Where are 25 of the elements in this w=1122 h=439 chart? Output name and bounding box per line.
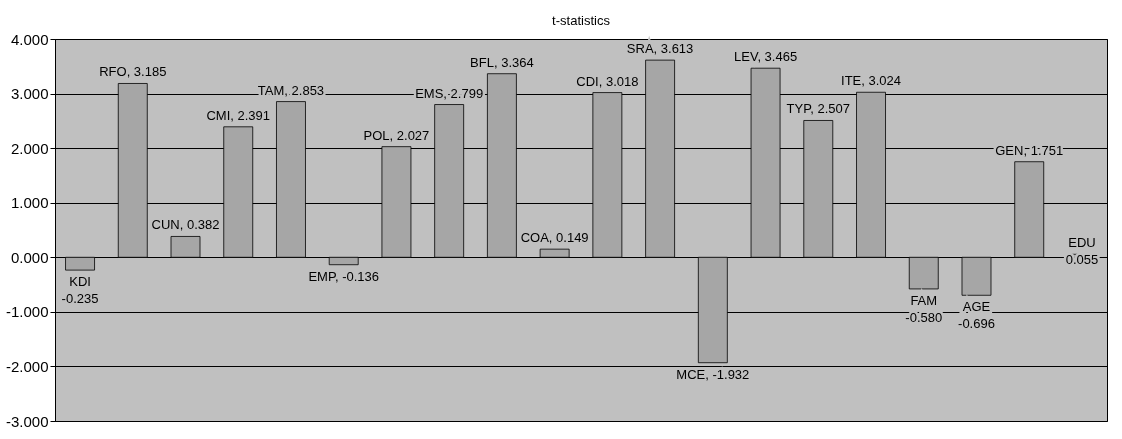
y-tick-label: 2.000 [10,139,49,157]
data-label: EMP, -0.136 [308,268,379,284]
y-tick-label: -3.000 [5,412,49,430]
y-tick-label: -1.000 [5,303,49,321]
data-label: CMI, 2.391 [206,107,271,123]
data-label: KDI -0.235 [61,274,99,307]
y-tick-label: 3.000 [10,85,49,103]
data-label: ITE, 3.024 [841,73,902,89]
data-label: AGE -0.696 [958,299,995,332]
data-label: SRA, 3.613 [626,41,694,57]
y-tick-label: -2.000 [5,357,49,375]
y-tick-label: 0.000 [10,248,49,266]
chart-title: t-statistics [552,13,611,28]
y-tick-label: 4.000 [10,30,49,48]
data-label: CDI, 3.018 [576,73,639,89]
y-tick-label: 1.000 [10,194,49,212]
data-label: RFO, 3.185 [99,64,167,80]
data-label: POL, 2.027 [363,127,430,143]
data-label: FAM -0.580 [905,292,943,325]
data-label: MCE, -1.932 [676,366,750,382]
data-label: COA, 0.149 [520,230,589,246]
data-label: BFL, 3.364 [470,54,534,70]
data-label: TYP, 2.507 [786,101,850,117]
data-label: LEV, 3.465 [733,49,798,65]
data-label: CUN, 0.382 [151,217,220,233]
